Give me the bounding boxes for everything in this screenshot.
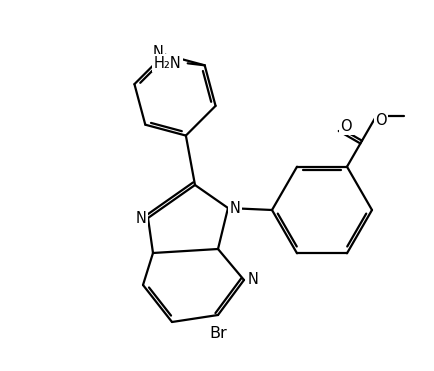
- Text: Br: Br: [209, 325, 227, 341]
- Text: N: N: [152, 45, 163, 60]
- Text: H₂N: H₂N: [154, 56, 181, 71]
- Text: N: N: [229, 200, 240, 216]
- Text: O: O: [340, 119, 352, 134]
- Text: N: N: [135, 210, 146, 226]
- Text: N: N: [247, 273, 258, 288]
- Text: O: O: [374, 113, 386, 128]
